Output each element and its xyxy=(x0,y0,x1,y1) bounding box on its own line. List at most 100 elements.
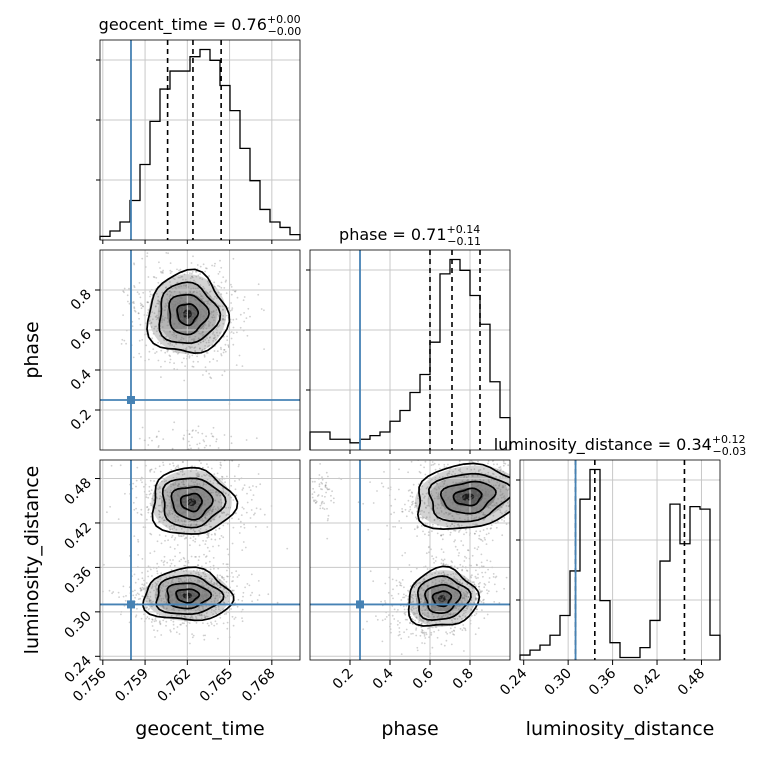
sample-point xyxy=(458,615,461,618)
sample-point-extra xyxy=(318,485,321,488)
sample-point xyxy=(493,503,496,506)
sample-point xyxy=(202,491,204,493)
sample-point xyxy=(198,510,201,513)
sample-point xyxy=(213,581,216,584)
sample-point xyxy=(461,491,464,494)
sample-point xyxy=(183,520,186,523)
sample-point xyxy=(158,465,161,468)
sample-point xyxy=(484,584,487,586)
sample-point xyxy=(234,488,237,491)
sample-point xyxy=(448,512,450,515)
sample-point xyxy=(141,583,144,586)
ytick-label-luminosity_distance-1: 0.30 xyxy=(61,608,94,641)
sample-point xyxy=(206,463,208,465)
sample-point xyxy=(460,488,463,490)
sample-point xyxy=(221,478,224,481)
sample-point xyxy=(517,492,519,494)
sample-point xyxy=(162,605,165,608)
sample-point-extra xyxy=(319,504,322,507)
sample-point xyxy=(411,622,414,625)
contour-0-2 xyxy=(168,293,210,336)
sample-point xyxy=(475,599,477,601)
sample-point xyxy=(171,334,174,336)
sample-point xyxy=(206,352,209,354)
sample-point xyxy=(201,315,204,318)
sample-point xyxy=(407,598,410,600)
sample-point xyxy=(437,486,440,488)
sample-point xyxy=(154,636,156,638)
sample-point xyxy=(454,468,457,470)
sample-point xyxy=(122,314,124,316)
sample-point xyxy=(408,510,410,513)
sample-point xyxy=(453,618,456,620)
sample-point xyxy=(150,515,152,518)
sample-point xyxy=(415,616,418,619)
sample-point xyxy=(194,538,197,540)
sample-point xyxy=(222,488,225,490)
sample-point xyxy=(140,617,143,620)
sample-point xyxy=(455,573,457,575)
sample-point xyxy=(357,501,360,504)
sample-point xyxy=(178,269,180,272)
sample-point xyxy=(147,608,150,611)
sample-point-extra xyxy=(332,497,335,500)
sample-point xyxy=(465,476,468,478)
sample-point xyxy=(178,505,181,508)
sample-point xyxy=(163,560,166,563)
sample-point xyxy=(210,491,213,494)
xtick-label-phase-2: 0.6 xyxy=(410,665,437,692)
sample-point xyxy=(183,483,185,486)
sample-point xyxy=(203,492,206,494)
sample-point xyxy=(169,294,172,297)
sample-point xyxy=(439,526,442,529)
sample-point xyxy=(175,631,178,634)
panel-frame-phase-luminosity_distance xyxy=(309,459,511,661)
sample-point xyxy=(435,610,438,612)
sample-point xyxy=(457,585,460,588)
sample-point xyxy=(504,498,506,501)
sample-point xyxy=(362,628,365,631)
sample-point xyxy=(441,598,444,601)
sample-point xyxy=(226,548,229,551)
sample-point xyxy=(485,500,488,502)
sample-point xyxy=(177,281,179,284)
sample-point xyxy=(471,581,474,584)
sample-point xyxy=(439,586,442,589)
sample-point xyxy=(185,348,188,351)
sample-point xyxy=(403,593,405,596)
sample-point xyxy=(436,598,439,600)
sample-point xyxy=(132,482,135,485)
sample-point xyxy=(219,574,222,577)
sample-point xyxy=(204,634,207,637)
sample-point xyxy=(173,538,176,541)
sample-point xyxy=(467,579,470,582)
sample-point xyxy=(192,605,195,608)
sample-point xyxy=(465,590,468,593)
sample-point xyxy=(183,302,186,304)
sample-point xyxy=(243,523,246,526)
sample-point xyxy=(131,325,134,328)
sample-point xyxy=(205,524,208,527)
sample-point xyxy=(172,314,175,317)
sample-point xyxy=(456,618,459,620)
sample-point xyxy=(155,596,158,599)
sample-point xyxy=(437,595,440,597)
sample-point xyxy=(202,374,204,376)
sample-point xyxy=(231,460,234,462)
sample-point xyxy=(417,526,419,529)
sample-point xyxy=(172,306,174,309)
sample-point xyxy=(183,576,186,578)
sample-point xyxy=(199,277,202,280)
sample-point xyxy=(221,577,224,579)
sample-point xyxy=(391,578,394,581)
sample-point xyxy=(190,262,193,264)
sample-point xyxy=(185,605,187,608)
sample-point xyxy=(194,515,197,518)
sample-point xyxy=(216,472,219,475)
sample-point xyxy=(222,601,225,603)
sample-point xyxy=(423,466,425,469)
sample-point xyxy=(473,517,476,519)
sample-point xyxy=(174,482,177,484)
sample-point xyxy=(456,548,459,551)
sample-point xyxy=(178,340,181,342)
